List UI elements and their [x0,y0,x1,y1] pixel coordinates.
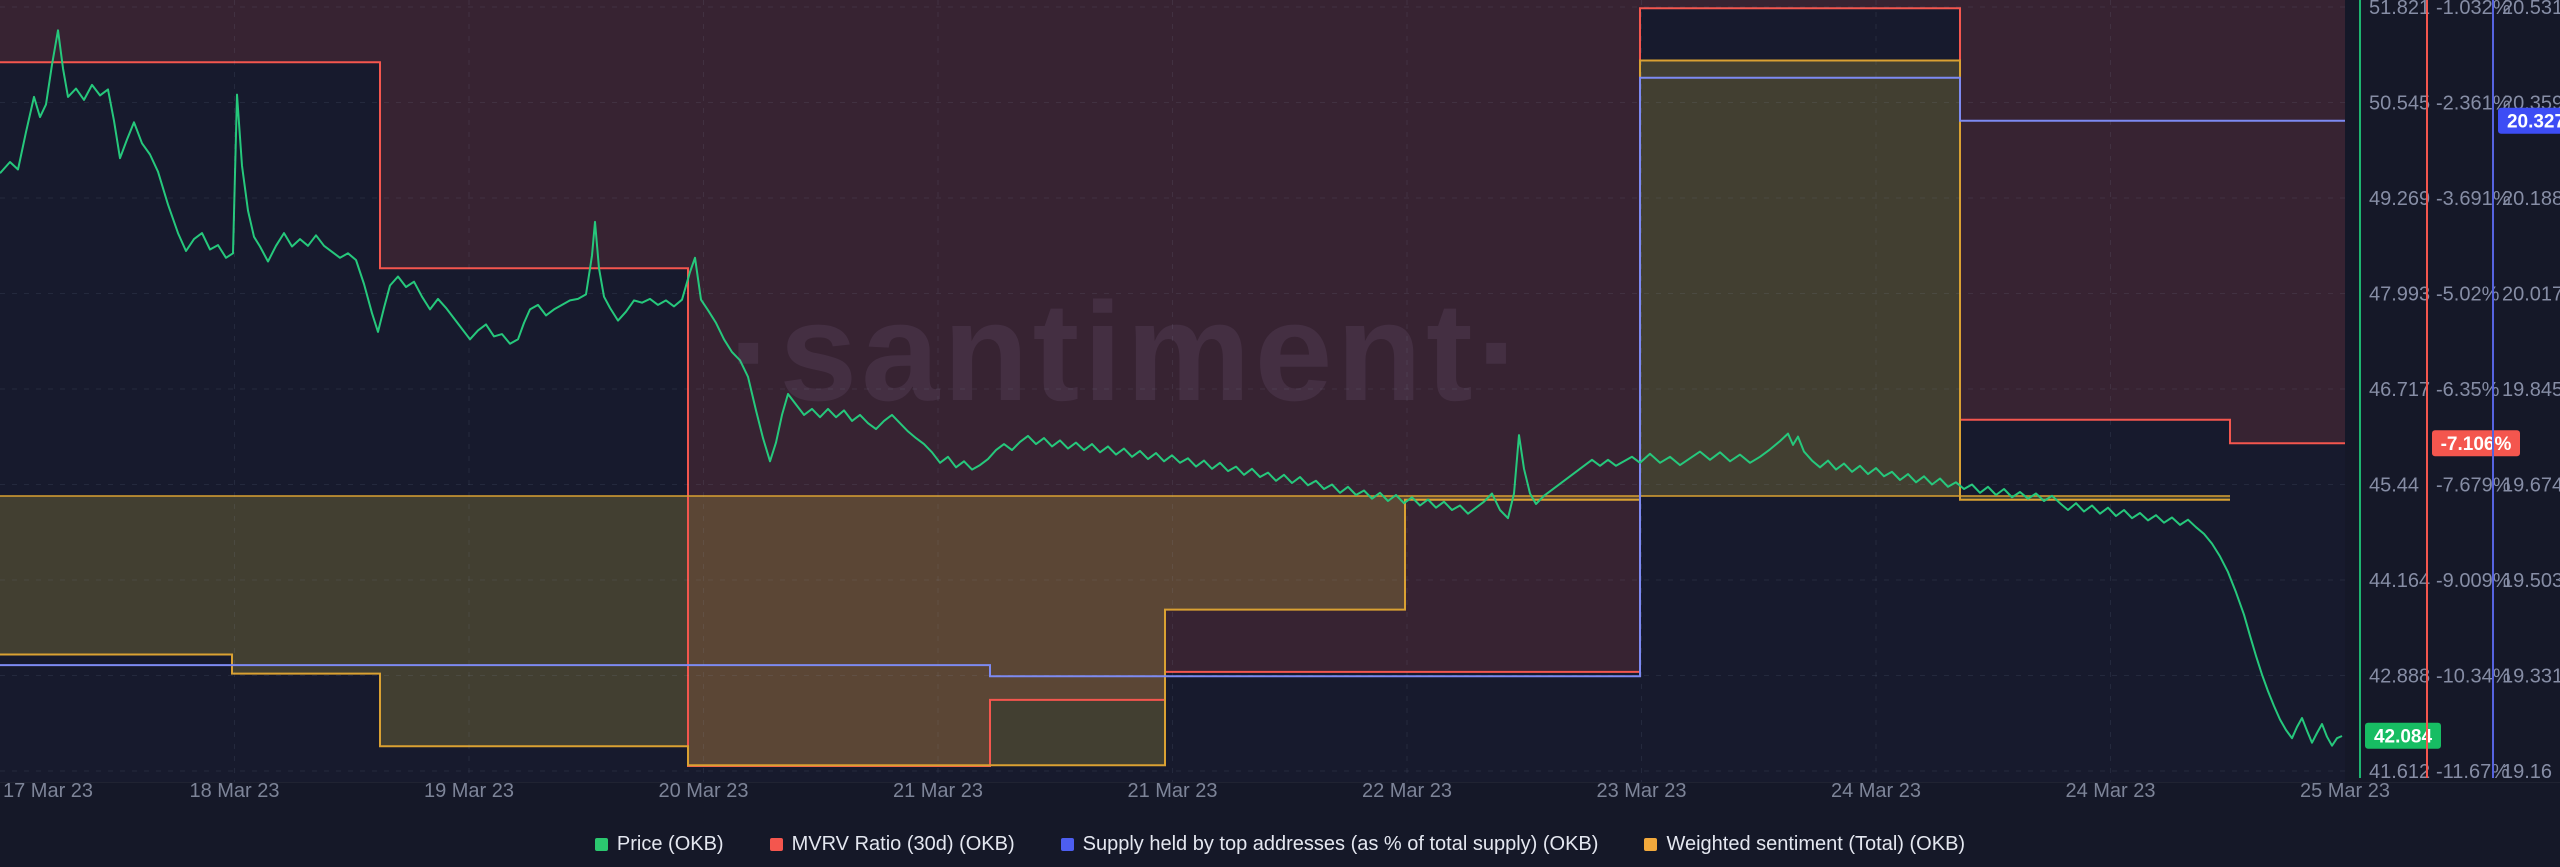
fill-sentiment [0,60,2230,766]
plot-area[interactable] [0,0,2345,782]
legend: Price (OKB) MVRV Ratio (30d) (OKB) Suppl… [0,833,2560,856]
x-tick-label: 22 Mar 23 [1362,780,1452,802]
x-tick-label: 24 Mar 23 [1831,780,1921,802]
price-axis-tick: 49.269 [2369,188,2430,210]
x-tick-label: 24 Mar 23 [2065,780,2155,802]
legend-item-price[interactable]: Price (OKB) [594,833,724,856]
x-tick-label: 17 Mar 23 [3,780,93,802]
x-tick-label: 18 Mar 23 [189,780,279,802]
axis-separator [0,782,2560,783]
legend-label: Price (OKB) [616,833,724,855]
price-axis-tick: 42.888 [2369,666,2430,688]
mvrv-axis-tick: -9.009% [2436,570,2511,592]
legend-label: Weighted sentiment (Total) (OKB) [1666,833,1966,855]
legend-label: MVRV Ratio (30d) (OKB) [791,833,1015,855]
mvrv-axis-current-value: -7.106% [2441,434,2512,455]
legend-label: Supply held by top addresses (as % of to… [1082,833,1599,855]
mvrv-axis-tick: -7.679% [2436,475,2511,497]
price-swatch-icon [594,838,608,851]
legend-item-supply[interactable]: Supply held by top addresses (as % of to… [1060,833,1599,856]
santiment-watermark: ·santiment· [729,273,1527,430]
series-lines [0,7,2345,767]
time-axis[interactable]: 17 Mar 23 18 Mar 23 19 Mar 23 20 Mar 23 21 M… [3,780,2390,802]
x-tick-label: 23 Mar 23 [1596,780,1686,802]
mvrv-axis-tick: -3.691% [2436,188,2511,210]
supply-axis[interactable]: 20.53120.35920.18820.01719.84519.67419.5… [2492,0,2560,783]
supply-axis-tick: 19.674 [2502,475,2560,497]
supply-axis-current-badge [2498,107,2560,134]
supply-axis-tick: 19.16 [2502,761,2552,783]
supply-swatch-icon [1060,838,1074,851]
mvrv-axis-tick: -10.34% [2436,666,2511,688]
price-axis-current-badge [2365,722,2441,749]
supply-axis-tick: 19.331 [2502,666,2560,688]
x-tick-label: 25 Mar 23 [2300,780,2390,802]
price-axis-tick: 50.545 [2369,93,2430,115]
price-axis-current-value: 42.084 [2374,727,2433,748]
price-axis-tick: 41.612 [2369,761,2430,783]
gridlines [0,0,2345,782]
legend-item-sentiment[interactable]: Weighted sentiment (Total) (OKB) [1644,833,1965,856]
price-axis-tick: 47.993 [2369,284,2430,306]
mvrv-axis-current-badge [2432,430,2520,457]
price-axis[interactable]: 51.821 50.545 49.269 47.993 46.717 45.44 44.16… [2359,0,2441,783]
supply-axis-current-value: 20.327 [2507,112,2560,133]
supply-axis-tick: 20.531 [2502,0,2560,19]
price-axis-tick: 45.44 [2369,475,2419,497]
mvrv-axis-tick: -11.67% [2436,761,2509,783]
area-fills [0,0,2345,766]
x-tick-label: 21 Mar 23 [893,780,983,802]
price-axis-tick: 51.821 [2369,0,2430,19]
supply-axis-tick: 20.017 [2502,284,2560,306]
price-axis-tick: 44.164 [2369,570,2430,592]
supply-axis-tick: 20.188 [2502,188,2560,210]
fill-mvrv [0,0,2345,766]
x-tick-label: 21 Mar 23 [1127,780,1217,802]
line-sentiment [0,59,2230,767]
mvrv-swatch-icon [769,838,783,851]
supply-axis-tick: 19.845 [2502,379,2560,401]
price-axis-tick: 46.717 [2369,379,2430,401]
mvrv-axis-tick: -5.02% [2436,284,2500,306]
line-supply [0,76,2345,678]
mvrv-axis-tick: -1.032% [2436,0,2511,19]
mvrv-axis-tick: -6.35% [2436,379,2500,401]
x-tick-label: 20 Mar 23 [658,780,748,802]
legend-item-mvrv[interactable]: MVRV Ratio (30d) (OKB) [769,833,1015,856]
sentiment-swatch-icon [1644,838,1658,851]
x-tick-label: 19 Mar 23 [424,780,514,802]
supply-axis-tick: 19.503 [2502,570,2560,592]
line-price [0,29,2343,747]
